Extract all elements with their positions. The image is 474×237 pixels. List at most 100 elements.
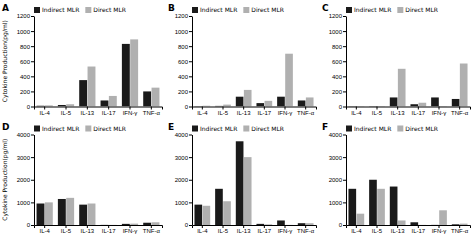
legend-swatch xyxy=(34,7,40,13)
bar xyxy=(244,90,252,107)
x-tick: IFN-γ xyxy=(278,107,293,116)
x-tick: IL-17 xyxy=(102,107,116,116)
y-tick: 200 xyxy=(332,89,346,95)
y-axis-line xyxy=(192,17,193,108)
x-tick-label: IL-4 xyxy=(39,110,50,116)
x-tick-label: IL-13 xyxy=(80,228,94,234)
y-tick: 1000 xyxy=(329,200,346,206)
legend-label: Direct MLR xyxy=(405,125,438,132)
legend-swatch xyxy=(397,126,403,132)
bar xyxy=(348,106,356,107)
bar xyxy=(109,224,117,225)
x-tick-label: IL-5 xyxy=(372,110,383,116)
y-tick: 0 xyxy=(339,104,346,110)
bar xyxy=(37,105,45,106)
y-tick-mark xyxy=(31,46,34,47)
x-tick: IL-4 xyxy=(197,225,208,234)
y-tick-label: 0 xyxy=(27,104,31,110)
legend-label: Indirect MLR xyxy=(42,6,79,13)
legend-item: Indirect MLR xyxy=(34,125,79,132)
y-tick-label: 1000 xyxy=(175,200,189,206)
y-tick: 3000 xyxy=(329,155,346,161)
y-tick-mark xyxy=(31,107,34,108)
x-tick-label: IL-17 xyxy=(257,228,271,234)
bar xyxy=(439,210,447,225)
legend-item: Indirect MLR xyxy=(34,6,79,13)
x-tick: TNF-α xyxy=(297,225,315,234)
bar xyxy=(130,224,138,225)
bar xyxy=(298,223,306,225)
y-tick-mark xyxy=(343,225,346,226)
legend-swatch xyxy=(243,7,249,13)
x-tick-label: IL-5 xyxy=(61,110,72,116)
x-tick: IFN-γ xyxy=(278,225,293,234)
y-tick: 4000 xyxy=(175,132,192,138)
y-tick-label: 1200 xyxy=(17,13,31,19)
y-tick-mark xyxy=(31,202,34,203)
x-tick: IL-5 xyxy=(218,225,229,234)
x-tick-label: IL-13 xyxy=(80,110,94,116)
bars xyxy=(37,198,160,225)
x-tick: TNF-α xyxy=(143,225,161,234)
panel-label: B xyxy=(168,3,175,13)
bar xyxy=(377,189,385,225)
bar xyxy=(390,97,398,106)
y-tick: 2000 xyxy=(329,177,346,183)
y-tick: 2000 xyxy=(175,177,192,183)
x-tick-label: TNF-α xyxy=(143,228,161,234)
y-tick-mark xyxy=(31,91,34,92)
y-tick-label: 200 xyxy=(178,89,189,95)
bar xyxy=(419,224,427,225)
legend-label: Indirect MLR xyxy=(200,125,237,132)
bar xyxy=(265,224,273,225)
x-tick: IL-5 xyxy=(61,107,72,116)
bar xyxy=(203,206,211,225)
y-tick: 400 xyxy=(332,74,346,80)
x-tick-label: IL-4 xyxy=(351,228,362,234)
bar xyxy=(109,96,117,107)
y-tick-mark xyxy=(343,91,346,92)
bar xyxy=(143,91,151,106)
x-tick: IL-5 xyxy=(372,107,383,116)
y-tick-mark xyxy=(343,16,346,17)
x-tick: TNF-α xyxy=(143,107,161,116)
legend-item: Direct MLR xyxy=(397,6,438,13)
x-tick-label: TNF-α xyxy=(297,228,315,234)
y-tick-label: 2000 xyxy=(329,177,343,183)
y-tick-mark xyxy=(31,157,34,158)
legend: Indirect MLR Direct MLR xyxy=(34,6,126,13)
y-tick: 1200 xyxy=(175,13,192,19)
y-tick: 400 xyxy=(178,74,192,80)
bars xyxy=(194,141,313,225)
y-tick-mark xyxy=(31,61,34,62)
y-tick-mark xyxy=(343,135,346,136)
y-tick-label: 600 xyxy=(20,59,31,65)
x-axis: IL-4IL-5IL-13IL-17IFN-γTNF-α xyxy=(347,107,471,116)
y-axis: 01000200030004000 xyxy=(17,132,35,229)
y-tick-label: 200 xyxy=(332,89,343,95)
bar xyxy=(369,180,377,225)
bar xyxy=(58,199,66,225)
x-tick-label: IL-17 xyxy=(102,228,116,234)
y-tick-mark xyxy=(343,31,346,32)
x-tick: IL-17 xyxy=(102,225,116,234)
x-tick-label: IL-17 xyxy=(411,110,425,116)
y-tick-label: 0 xyxy=(185,222,189,228)
bar xyxy=(298,100,306,106)
y-tick-label: 0 xyxy=(185,104,189,110)
x-tick-label: IFN-γ xyxy=(278,228,293,234)
y-tick: 3000 xyxy=(175,155,192,161)
bar xyxy=(265,101,273,107)
legend: Indirect MLRDirect MLR xyxy=(346,6,438,13)
x-tick: IL-13 xyxy=(391,225,405,234)
x-tick-label: IFN-γ xyxy=(123,110,138,116)
legend-item: Direct MLR xyxy=(243,125,284,132)
x-tick-label: IL-4 xyxy=(197,110,208,116)
legend-label: Direct MLR xyxy=(251,125,284,132)
x-tick-label: IL-13 xyxy=(391,228,405,234)
legend-label: Indirect MLR xyxy=(42,125,79,132)
x-tick-label: IL-13 xyxy=(237,228,251,234)
legend-item: Direct MLR xyxy=(85,6,126,13)
legend: Indirect MLRDirect MLR xyxy=(192,6,284,13)
y-tick-label: 1000 xyxy=(17,200,31,206)
